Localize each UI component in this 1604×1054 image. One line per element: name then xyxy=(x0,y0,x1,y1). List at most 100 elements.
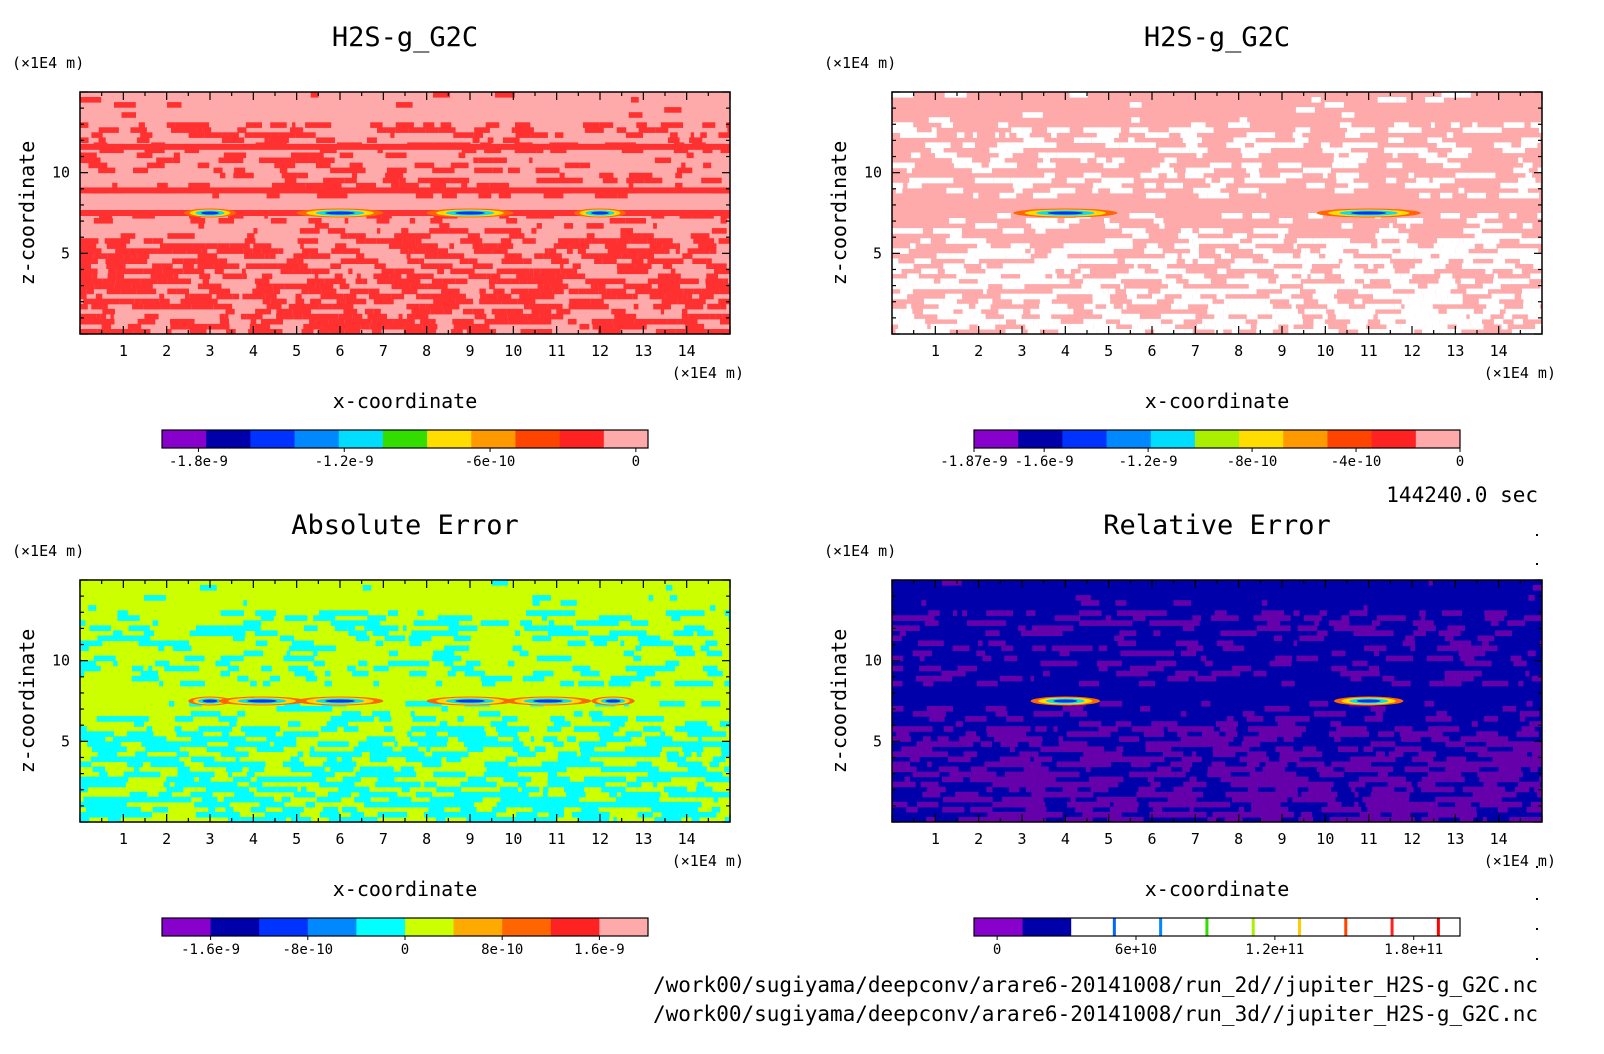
pattern-cell xyxy=(1237,303,1254,310)
pattern-cell xyxy=(1385,801,1403,808)
pattern-cell xyxy=(348,268,353,275)
pattern-cell xyxy=(1477,751,1488,757)
pattern-cell xyxy=(370,122,383,128)
pattern-cell xyxy=(543,791,548,798)
pattern-cell xyxy=(1375,711,1383,717)
pattern-cell xyxy=(358,741,373,747)
pattern-cell xyxy=(1069,308,1074,315)
pattern-cell xyxy=(555,655,572,662)
pattern-cell xyxy=(266,303,282,310)
pattern-cell xyxy=(679,811,683,818)
pattern-cell xyxy=(518,781,526,788)
pattern-cell xyxy=(255,308,271,315)
pattern-cell xyxy=(987,731,998,737)
colorbar-segment xyxy=(1194,430,1240,448)
pattern-cell xyxy=(485,122,500,128)
pattern-cell xyxy=(653,781,658,788)
pattern-cell xyxy=(511,288,529,295)
pattern-cell xyxy=(1477,771,1488,778)
pattern-cell xyxy=(1409,766,1418,773)
pattern-cell xyxy=(1230,323,1251,330)
pattern-cell xyxy=(1364,716,1383,722)
pattern-cell xyxy=(530,811,538,818)
pattern-cell xyxy=(1119,142,1142,148)
pattern-cell xyxy=(1413,630,1426,636)
x-tick-label: 9 xyxy=(465,830,474,848)
pattern-cell xyxy=(285,776,308,783)
pattern-cell xyxy=(500,238,512,244)
colorbar-segment xyxy=(338,430,384,448)
pattern-cell xyxy=(1330,721,1342,727)
pattern-cell xyxy=(1443,162,1461,169)
pattern-cell xyxy=(220,670,230,677)
pattern-cell xyxy=(330,167,349,174)
pattern-cell xyxy=(364,801,377,808)
panel-bottom-right: Relative Error(×1E4 m)1 2 3 4 5 6 7 8 9 10 11 12 13 1… xyxy=(824,510,1556,958)
heatmap-field xyxy=(892,580,1542,822)
pattern-cell xyxy=(1354,298,1363,305)
pattern-cell xyxy=(241,313,247,320)
pattern-cell xyxy=(458,731,472,737)
pattern-cell xyxy=(892,92,914,98)
pattern-cell xyxy=(169,786,184,793)
pattern-cell xyxy=(706,771,714,778)
pattern-cell xyxy=(350,288,369,295)
pattern-cell xyxy=(1475,263,1493,269)
pattern-cell xyxy=(984,278,989,285)
x-tick-label: 3 xyxy=(205,830,214,848)
pattern-cell xyxy=(172,756,180,763)
pattern-cell xyxy=(1017,811,1031,818)
pattern-cell xyxy=(1005,253,1024,259)
pattern-cell xyxy=(1365,303,1375,310)
pattern-cell xyxy=(1032,645,1046,652)
pattern-cell xyxy=(543,177,564,184)
pattern-cell xyxy=(513,791,529,798)
pattern-cell xyxy=(1385,268,1392,275)
pattern-cell xyxy=(1412,620,1434,626)
pattern-cell xyxy=(982,248,1005,254)
contour-feature xyxy=(1334,696,1404,706)
pattern-cell xyxy=(1353,625,1364,631)
pattern-cell xyxy=(264,811,286,818)
pattern-cell xyxy=(1159,223,1165,229)
pattern-cell xyxy=(1372,620,1380,626)
pattern-cell xyxy=(1221,213,1243,219)
pattern-cell xyxy=(1265,761,1288,768)
pattern-cell xyxy=(1124,258,1144,264)
pattern-cell xyxy=(1505,761,1521,768)
pattern-cell xyxy=(606,288,612,295)
pattern-cell xyxy=(338,786,354,793)
pattern-cell xyxy=(472,258,478,264)
pattern-cell xyxy=(491,273,501,280)
pattern-cell xyxy=(367,313,380,320)
pattern-cell xyxy=(531,308,552,315)
pattern-cell xyxy=(269,253,276,259)
pattern-cell xyxy=(196,127,203,133)
pattern-cell xyxy=(424,243,438,249)
pattern-cell xyxy=(1482,308,1500,315)
pattern-cell xyxy=(186,776,194,783)
pattern-cell xyxy=(1310,655,1319,662)
pattern-cell xyxy=(1539,263,1542,269)
pattern-cell xyxy=(892,268,902,275)
pattern-cell xyxy=(1303,615,1322,621)
pattern-cell xyxy=(424,811,434,818)
pattern-cell xyxy=(1296,288,1300,295)
pattern-cell xyxy=(697,630,714,636)
pattern-cell xyxy=(896,731,910,737)
pattern-cell xyxy=(409,640,422,647)
pattern-cell xyxy=(384,635,406,642)
pattern-cell xyxy=(1421,786,1440,793)
pattern-cell xyxy=(1164,182,1171,189)
pattern-cell xyxy=(593,817,610,822)
pattern-cell xyxy=(1220,761,1226,768)
pattern-cell xyxy=(113,660,118,667)
pattern-cell xyxy=(598,731,614,737)
pattern-cell xyxy=(956,273,962,280)
pattern-cell xyxy=(1462,645,1482,652)
pattern-cell xyxy=(613,801,629,808)
pattern-cell xyxy=(80,670,85,677)
pattern-cell xyxy=(92,766,106,773)
pattern-cell xyxy=(608,680,620,687)
pattern-cell xyxy=(444,293,466,300)
